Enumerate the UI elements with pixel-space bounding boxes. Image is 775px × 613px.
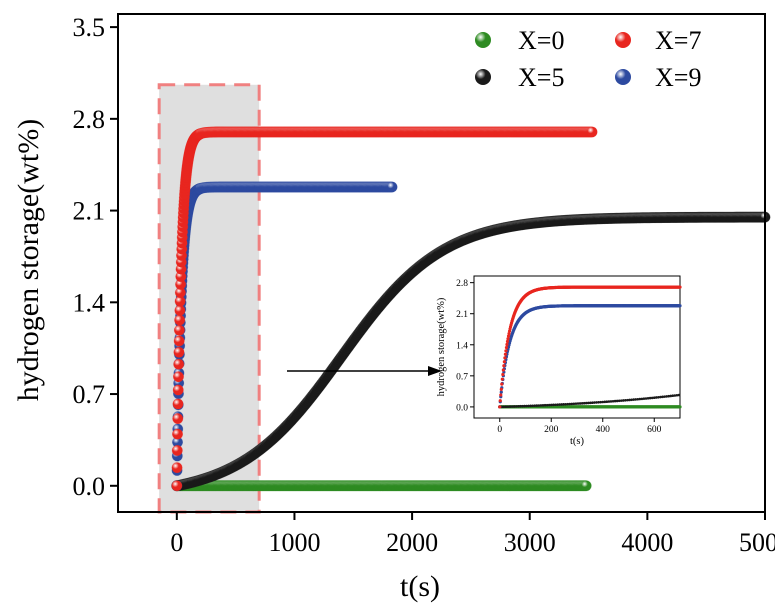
data-point xyxy=(172,413,184,425)
data-point xyxy=(172,428,184,440)
inset-y-tick-label: 0.0 xyxy=(456,403,468,413)
inset-data-point xyxy=(499,390,503,394)
legend-marker-x9 xyxy=(615,69,631,85)
legend-item-x5: X=5 xyxy=(475,63,564,92)
legend-label-x9: X=9 xyxy=(655,63,701,92)
data-point xyxy=(173,335,185,347)
legend-label-x7: X=7 xyxy=(655,26,701,55)
inset-data-point xyxy=(678,285,682,289)
legend-marker-x0 xyxy=(475,32,491,48)
inset-data-point xyxy=(503,356,507,360)
y-tick-label: 2.1 xyxy=(73,197,106,226)
inset-data-point xyxy=(678,304,682,308)
legend-item-x9: X=9 xyxy=(615,63,701,92)
legend-label-x5: X=5 xyxy=(518,63,564,92)
x-axis-title: t(s) xyxy=(400,570,440,603)
inset-data-point xyxy=(504,345,509,350)
inset-y-tick-label: 2.8 xyxy=(456,279,468,289)
x-tick-label: 2000 xyxy=(386,528,438,557)
data-point xyxy=(173,324,185,336)
inset-x-tick-label: 0 xyxy=(497,425,502,435)
inset-data-point xyxy=(505,339,510,344)
x-tick-label: 3000 xyxy=(504,528,556,557)
data-point xyxy=(171,480,183,492)
inset-data-point xyxy=(677,393,681,397)
inset-y-axis-title: hydrogen storage(wt%) xyxy=(436,297,447,396)
series-x9 xyxy=(171,181,398,492)
inset-y-tick-label: 2.1 xyxy=(456,310,468,320)
series-x0 xyxy=(171,480,592,492)
inset-y-tick-label: 0.7 xyxy=(456,372,468,382)
x-tick-label: 4000 xyxy=(621,528,673,557)
data-point xyxy=(174,304,186,316)
data-point xyxy=(171,444,183,456)
inset-data-point xyxy=(501,372,505,377)
legend-label-x0: X=0 xyxy=(518,26,564,55)
inset-data-point xyxy=(503,352,508,356)
y-tick-label: 1.4 xyxy=(73,288,106,317)
inset-x-axis-title: t(s) xyxy=(570,436,585,447)
x-tick-label: 1000 xyxy=(268,528,320,557)
data-point xyxy=(171,462,183,474)
data-point xyxy=(172,371,184,383)
y-tick-label: 3.5 xyxy=(73,13,106,42)
data-point xyxy=(174,314,186,326)
data-point xyxy=(172,398,184,410)
inset-y-tick-label: 1.4 xyxy=(456,341,468,351)
y-tick-label: 0.0 xyxy=(73,472,106,501)
inset-data-point xyxy=(501,368,505,372)
inset-data-point xyxy=(505,342,509,347)
inset-data-point xyxy=(678,405,682,409)
legend-item-x7: X=7 xyxy=(615,26,701,55)
legend-item-x0: X=0 xyxy=(475,26,564,55)
inset-x-tick-label: 200 xyxy=(544,425,559,435)
inset-data-point xyxy=(502,364,506,368)
legend-marker-x7 xyxy=(615,32,631,48)
data-point xyxy=(173,346,185,358)
inset-frame xyxy=(473,275,681,419)
inset-data-point xyxy=(498,399,502,403)
series-x7 xyxy=(171,126,598,492)
inset-data-point xyxy=(498,405,502,409)
data-point xyxy=(580,480,592,492)
legend: X=0 X=5 X=7 X=9 xyxy=(475,26,701,92)
inset-data-point xyxy=(504,349,508,353)
inset-zoom-chart: 0 200 400 600 0.0 0.7 1.4 2.1 2.8 t(s) hydrogen st… xyxy=(436,275,682,447)
x-tick-label: 0 xyxy=(170,528,183,557)
inset-data-point xyxy=(500,377,504,381)
inset-x-tick-label: 400 xyxy=(596,425,611,435)
y-tick-label: 0.7 xyxy=(73,380,106,409)
inset-data-point xyxy=(502,360,506,364)
data-point xyxy=(173,358,185,370)
data-point xyxy=(386,181,398,193)
inset-data-point xyxy=(500,382,504,386)
data-point xyxy=(172,384,184,396)
inset-data-point xyxy=(499,387,503,392)
legend-marker-x5 xyxy=(475,69,491,85)
inset-data-point xyxy=(499,393,503,397)
inset-data-point xyxy=(506,337,510,341)
y-tick-label: 2.8 xyxy=(73,105,106,134)
y-axis-title: hydrogen storage(wt%) xyxy=(12,119,45,401)
data-point xyxy=(586,126,598,138)
inset-x-tick-label: 600 xyxy=(647,425,662,435)
